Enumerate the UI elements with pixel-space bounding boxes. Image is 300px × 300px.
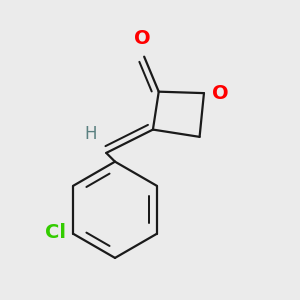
Text: O: O xyxy=(134,29,151,49)
Text: O: O xyxy=(212,84,229,103)
Text: Cl: Cl xyxy=(45,223,66,242)
Text: H: H xyxy=(84,125,97,143)
